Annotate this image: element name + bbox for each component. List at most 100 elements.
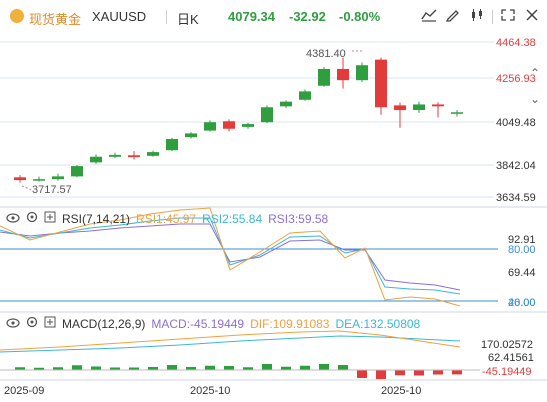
candle-body bbox=[52, 176, 64, 180]
rsi2-value: RSI2:55.84 bbox=[202, 211, 263, 226]
high-annotation: 4381.40 bbox=[306, 48, 346, 60]
candle-body bbox=[318, 68, 330, 86]
macd-bar bbox=[34, 367, 44, 370]
macd-bar bbox=[243, 367, 253, 370]
macd-bar bbox=[395, 370, 405, 376]
macd-bar bbox=[72, 365, 82, 370]
rsi3-line bbox=[0, 223, 461, 291]
expand-icon[interactable] bbox=[499, 8, 517, 24]
candle-body bbox=[109, 154, 121, 157]
dea-line bbox=[0, 335, 461, 353]
dif-line bbox=[0, 330, 461, 351]
macd-axis-1: 170.02572 bbox=[481, 339, 533, 351]
close-icon[interactable] bbox=[523, 8, 541, 24]
macd-bar bbox=[205, 365, 215, 370]
candle-body bbox=[204, 122, 216, 131]
candle-body bbox=[394, 105, 406, 111]
macd-legend: MACD(12,26,9) MACD:-45.19449 DIF:109.910… bbox=[6, 316, 420, 331]
divider bbox=[492, 10, 493, 24]
chevron-down-icon[interactable]: ⌄ bbox=[529, 92, 541, 106]
macd-bar bbox=[15, 367, 25, 370]
rsi-axis-4: 46.00 bbox=[508, 297, 536, 309]
rsi-label: RSI(7,14,21) bbox=[62, 211, 131, 226]
eye-icon[interactable] bbox=[6, 212, 20, 226]
low-annotation: 3717.57 bbox=[32, 184, 72, 196]
rsi1-value: RSI1:45.97 bbox=[136, 211, 197, 226]
axis-label-4: 3842.04 bbox=[496, 160, 536, 172]
macd-bar bbox=[186, 367, 196, 370]
candles bbox=[14, 57, 463, 183]
macd-bar bbox=[433, 370, 443, 375]
main-grid bbox=[0, 41, 494, 198]
rsi-axis-1: 92.91 bbox=[508, 234, 536, 246]
axis-label-top: 4464.38 bbox=[496, 37, 536, 49]
price-change: -32.92 bbox=[289, 9, 326, 24]
candle-body bbox=[261, 107, 273, 123]
candle-body bbox=[128, 155, 140, 158]
instrument-symbol[interactable]: XAUUSD bbox=[92, 9, 147, 24]
macd-bar bbox=[357, 370, 367, 378]
x-label-2: 2025-10 bbox=[190, 385, 230, 397]
candle-body bbox=[375, 59, 387, 108]
macd-bar bbox=[91, 366, 101, 370]
timeframe-selector[interactable]: 日K bbox=[177, 12, 199, 27]
macd-bar bbox=[338, 365, 348, 370]
low-marker bbox=[21, 185, 33, 191]
expand-box-icon[interactable] bbox=[44, 211, 56, 226]
x-label-3: 2025-10 bbox=[381, 385, 421, 397]
chevron-up-icon[interactable]: ⌃ bbox=[529, 66, 541, 80]
rsi-axis-5: 20.00 bbox=[508, 297, 536, 309]
candle-body bbox=[147, 152, 159, 156]
macd-axis-2: 62.41561 bbox=[488, 352, 534, 364]
expand-box-icon[interactable] bbox=[44, 316, 56, 331]
rsi-legend: RSI(7,14,21) RSI1:45.97 RSI2:55.84 RSI3:… bbox=[6, 211, 328, 226]
rsi-axis-2: 80.00 bbox=[508, 244, 536, 256]
candle-style-icon[interactable] bbox=[468, 8, 486, 24]
macd-bar bbox=[376, 370, 386, 379]
draw-pen-icon[interactable] bbox=[444, 8, 462, 24]
instrument-title[interactable]: 现货黄金 bbox=[29, 12, 82, 27]
macd-bar bbox=[129, 367, 139, 370]
line-chart-icon[interactable] bbox=[420, 8, 438, 24]
candle-body bbox=[451, 112, 463, 114]
macd-value: MACD:-45.19449 bbox=[151, 316, 245, 331]
macd-label: MACD(12,26,9) bbox=[62, 316, 146, 331]
candle-body bbox=[71, 166, 83, 177]
gear-icon[interactable] bbox=[26, 211, 38, 226]
price-change-percent: -0.80% bbox=[339, 9, 381, 24]
axis-label-2: 4256.93 bbox=[496, 73, 536, 85]
candle-body bbox=[413, 104, 425, 111]
divider bbox=[166, 10, 167, 24]
macd-bar bbox=[300, 365, 310, 370]
axis-label-5: 3634.59 bbox=[496, 192, 536, 204]
candle-body bbox=[14, 177, 26, 181]
candle-body bbox=[90, 156, 102, 163]
candle-body bbox=[33, 179, 45, 181]
rsi1-line bbox=[0, 207, 461, 307]
candle-body bbox=[299, 91, 311, 100]
candle-body bbox=[432, 104, 444, 107]
macd-bar bbox=[148, 367, 158, 370]
candle-body bbox=[356, 65, 368, 81]
rsi-axis-3: 69.44 bbox=[508, 267, 536, 279]
macd-bar bbox=[167, 365, 177, 370]
candle-body bbox=[223, 121, 235, 129]
macd-bar bbox=[414, 370, 424, 376]
candle-body bbox=[280, 101, 292, 107]
candle-body bbox=[185, 133, 197, 138]
candle-body bbox=[166, 139, 178, 151]
macd-axis-3: -45.19449 bbox=[482, 366, 532, 378]
macd-histogram bbox=[0, 364, 480, 379]
macd-bar bbox=[319, 364, 329, 370]
rsi2-line bbox=[0, 217, 461, 295]
eye-icon[interactable] bbox=[6, 317, 20, 331]
rsi3-value: RSI3:59.58 bbox=[268, 211, 329, 226]
dif-value: DIF:109.91083 bbox=[250, 316, 330, 331]
axis-label-3: 4049.48 bbox=[496, 117, 536, 129]
macd-bar bbox=[224, 366, 234, 370]
candle-body bbox=[337, 68, 349, 81]
macd-bar bbox=[53, 367, 63, 370]
gear-icon[interactable] bbox=[26, 316, 38, 331]
x-label-1: 2025-09 bbox=[4, 385, 44, 397]
